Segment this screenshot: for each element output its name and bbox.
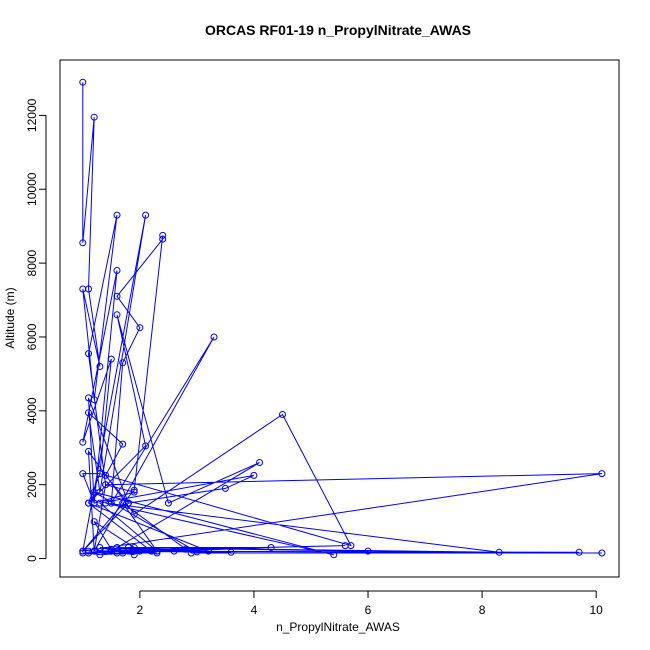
data-point [164,499,172,507]
data-point [90,488,98,496]
data-point [79,239,87,247]
series-layer [79,78,606,559]
data-point [153,549,161,557]
y-axis-label: Altitude (m) [3,287,17,348]
x-axis-label: n_PropylNitrate_AWAS [276,620,400,634]
data-point [598,470,606,478]
data-point [96,363,104,370]
chart-title: ORCAS RF01-19 n_PropylNitrate_AWAS [205,22,471,38]
data-point [79,438,87,446]
data-point [142,211,150,219]
data-point [107,355,115,363]
data-point [221,484,229,492]
y-tick-label: 2000 [25,471,39,498]
data-point [256,459,264,466]
data-point [130,488,138,496]
data-point [119,549,127,557]
data-point [130,510,138,518]
data-point [90,113,98,121]
x-tick-label: 10 [590,603,604,617]
data-point [130,486,138,494]
data-point [85,549,92,557]
data-point [113,267,121,274]
data-point [267,544,275,551]
x-tick-label: 6 [365,603,372,617]
data-point [107,547,115,555]
data-point [79,285,87,293]
data-point [159,235,167,243]
data-point [96,470,104,478]
data-point [250,471,258,479]
data-point [102,481,110,489]
data-point [85,499,92,507]
plot-frame [59,59,620,578]
data-point [96,551,104,559]
data-point [159,231,167,239]
data-point [119,440,127,448]
data-point [119,359,127,367]
data-point [85,394,92,402]
data-point [193,548,201,556]
data-point [79,470,87,478]
y-tick-label: 6000 [25,323,39,350]
data-point [79,78,87,86]
x-tick-label: 8 [479,603,486,617]
data-point [96,544,104,551]
x-axis: 2 4 6 8 10 [137,590,604,617]
data-point [142,442,150,450]
y-tick-label: 12000 [25,98,39,132]
data-point [598,549,606,557]
data-point [113,311,121,319]
data-point [495,548,503,556]
data-point [330,551,338,559]
y-tick-label: 8000 [25,249,39,276]
data-point [364,547,372,555]
y-axis: 0 2000 4000 6000 8000 10000 12000 [25,98,47,562]
data-point [341,542,349,550]
data-point [113,292,121,300]
data-point [130,547,138,555]
data-point [182,545,189,553]
data-point [170,547,178,555]
y-tick-label: 10000 [25,172,39,206]
data-point [102,499,110,507]
data-point [113,211,121,219]
data-point [85,409,92,417]
data-point [85,447,92,455]
y-tick-label: 0 [25,555,39,562]
data-point [204,547,212,555]
data-point [119,499,127,507]
data-point [210,333,218,341]
y-tick-label: 4000 [25,397,39,424]
data-point [279,411,286,418]
data-point [136,324,144,332]
data-point [130,551,138,559]
data-point [85,350,92,358]
x-tick-label: 4 [251,603,258,617]
data-point [227,548,235,556]
data-point [90,518,98,526]
data-point [124,544,132,551]
x-tick-label: 2 [137,603,144,617]
data-point [575,548,583,556]
